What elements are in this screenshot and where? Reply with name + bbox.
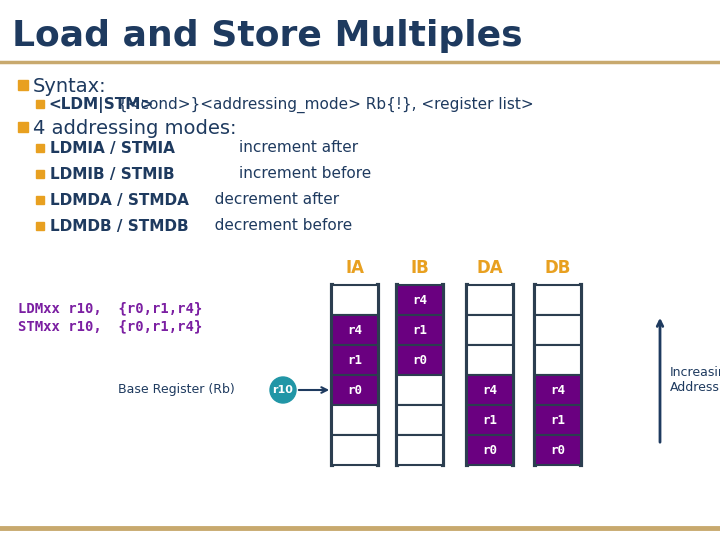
Bar [36, 196, 44, 204]
Text: r1: r1 [413, 323, 428, 336]
Text: STMxx r10,  {r0,r1,r4}: STMxx r10, {r0,r1,r4} [18, 319, 202, 333]
Text: <LDM|STM>: <LDM|STM> [48, 97, 153, 113]
Circle shape [270, 377, 296, 403]
Bar [535, 315, 581, 345]
Bar [535, 285, 581, 315]
Bar [397, 285, 443, 315]
Bar [36, 170, 44, 178]
Text: r0: r0 [413, 354, 428, 367]
Bar [36, 222, 44, 230]
Bar [467, 375, 513, 405]
Text: r4: r4 [413, 294, 428, 307]
Text: IB: IB [410, 259, 429, 277]
Text: r1: r1 [551, 414, 565, 427]
Text: 4 addressing modes:: 4 addressing modes: [33, 118, 236, 138]
Text: LDMxx r10,  {r0,r1,r4}: LDMxx r10, {r0,r1,r4} [18, 301, 202, 315]
Text: LDMIA / STMIA: LDMIA / STMIA [50, 140, 175, 156]
Text: Syntax:: Syntax: [33, 77, 107, 96]
Text: DB: DB [545, 259, 571, 277]
Text: r4: r4 [551, 383, 565, 396]
Bar [467, 345, 513, 375]
Bar [332, 375, 378, 405]
Bar [397, 405, 443, 435]
Text: LDMIB / STMIB: LDMIB / STMIB [50, 166, 175, 181]
Text: r0: r0 [482, 443, 498, 456]
Bar [397, 315, 443, 345]
Bar [467, 315, 513, 345]
Text: Load and Store Multiples: Load and Store Multiples [12, 19, 523, 53]
Text: r10: r10 [273, 385, 294, 395]
Text: r1: r1 [348, 354, 362, 367]
Text: r4: r4 [348, 323, 362, 336]
Text: increment before: increment before [200, 166, 372, 181]
Bar [535, 435, 581, 465]
Bar [535, 405, 581, 435]
Bar [332, 315, 378, 345]
Bar [332, 345, 378, 375]
Bar [535, 375, 581, 405]
Bar [397, 375, 443, 405]
Bar [36, 144, 44, 152]
Text: LDMDB / STMDB: LDMDB / STMDB [50, 219, 189, 233]
Bar [467, 405, 513, 435]
Text: decrement before: decrement before [200, 219, 352, 233]
Text: Base Register (Rb): Base Register (Rb) [118, 383, 235, 396]
Bar [332, 285, 378, 315]
Text: r0: r0 [551, 443, 565, 456]
Text: increment after: increment after [200, 140, 358, 156]
Bar [467, 285, 513, 315]
Bar [332, 435, 378, 465]
Bar [535, 345, 581, 375]
Bar [397, 345, 443, 375]
Text: {<cond>}<addressing_mode> Rb{!}, <register list>: {<cond>}<addressing_mode> Rb{!}, <regist… [118, 97, 534, 113]
Bar [467, 435, 513, 465]
Bar [18, 122, 28, 132]
Text: IA: IA [346, 259, 364, 277]
Bar [397, 435, 443, 465]
Text: LDMDA / STMDA: LDMDA / STMDA [50, 192, 189, 207]
Text: r1: r1 [482, 414, 498, 427]
Bar [36, 100, 44, 108]
Text: Increasing
Address: Increasing Address [670, 366, 720, 394]
Text: r4: r4 [482, 383, 498, 396]
Bar [18, 80, 28, 90]
Text: r0: r0 [348, 383, 362, 396]
Text: decrement after: decrement after [200, 192, 339, 207]
Text: DA: DA [477, 259, 503, 277]
Bar [332, 405, 378, 435]
